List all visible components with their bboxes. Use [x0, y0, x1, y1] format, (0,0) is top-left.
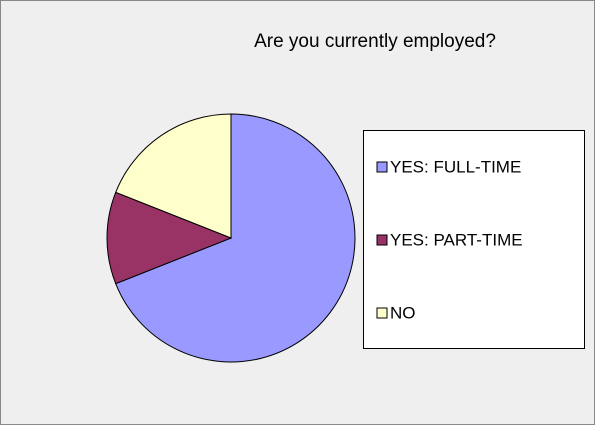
- chart-title: Are you currently employed?: [254, 31, 496, 52]
- legend-swatch: [376, 234, 388, 246]
- pie-slice: [115, 113, 232, 239]
- pie-slice: [106, 191, 233, 285]
- pie-slice: [115, 113, 356, 363]
- legend-swatch: [376, 307, 388, 319]
- legend-label: NO: [390, 303, 416, 322]
- legend-label: YES: FULL-TIME: [390, 157, 521, 176]
- legend-label: YES: PART-TIME: [390, 230, 523, 249]
- legend-swatch: [376, 161, 388, 173]
- legend: [363, 130, 585, 349]
